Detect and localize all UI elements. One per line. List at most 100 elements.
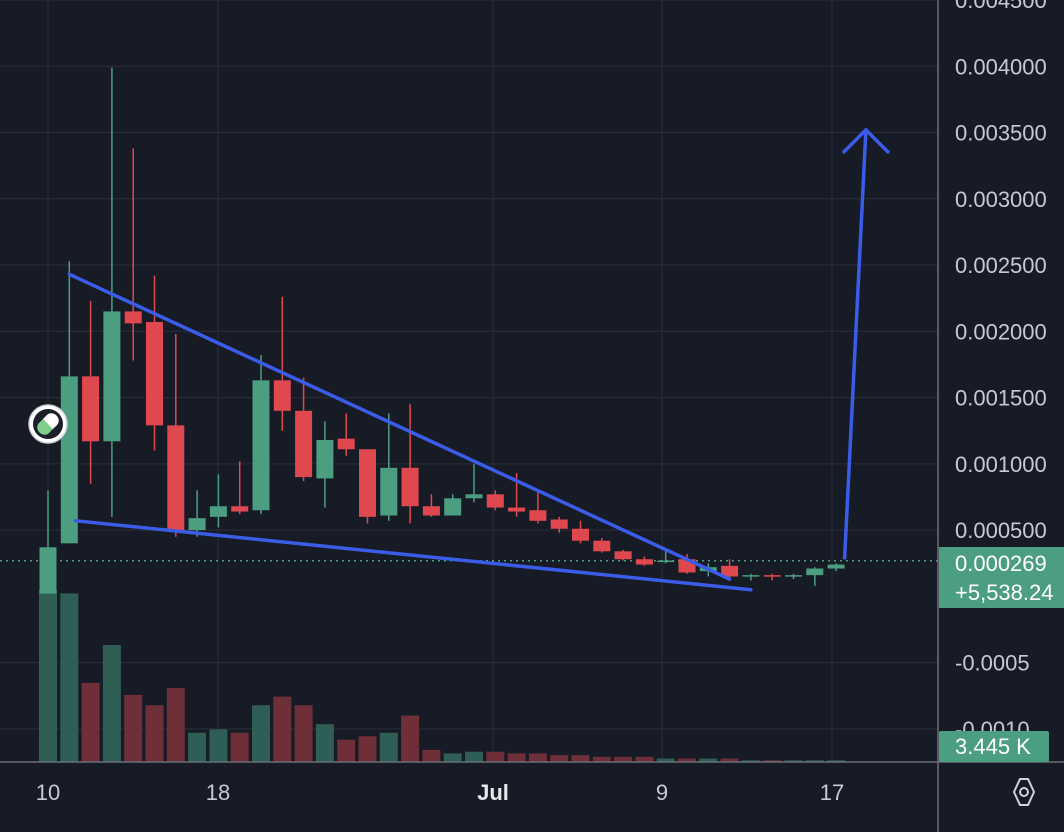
candle: [422, 494, 440, 517]
volume-bar: [486, 751, 505, 762]
upper-trendline: [67, 272, 732, 581]
candle: [146, 275, 163, 451]
volume-bar: [379, 732, 398, 762]
y-tick-label: 0.002500: [955, 253, 1047, 278]
candle-body: [380, 467, 398, 516]
last-price-badge: [939, 547, 1064, 608]
candle-body: [82, 376, 100, 442]
x-tick-label: Jul: [477, 780, 509, 805]
volume-bar: [102, 645, 121, 762]
volume-bar: [337, 739, 356, 762]
y-tick-label: 0.003000: [955, 187, 1047, 212]
candle: [39, 490, 57, 594]
candle: [486, 490, 504, 511]
volume-bar: [635, 756, 654, 762]
volume-bar: [741, 760, 760, 762]
volume-bar: [81, 682, 100, 762]
candle: [444, 494, 462, 516]
candle-body: [742, 575, 760, 577]
candle: [167, 333, 185, 537]
trendlines: [67, 128, 890, 592]
last-price-label: 0.000269: [955, 551, 1047, 576]
candle-body: [614, 551, 632, 560]
candle: [593, 538, 611, 553]
volume-bar: [827, 760, 846, 762]
candle-body: [657, 560, 675, 563]
candle: [635, 556, 653, 566]
candle-body: [486, 494, 504, 508]
y-tick-label: 0.001500: [955, 386, 1047, 411]
y-tick-label: 0.000500: [955, 518, 1047, 543]
candle-body: [146, 322, 163, 426]
volume-bar: [60, 593, 79, 762]
candle: [785, 573, 802, 580]
candle: [550, 516, 568, 533]
candle-body: [721, 565, 739, 577]
x-tick-label: 17: [820, 780, 844, 805]
lower-trendline: [73, 519, 753, 592]
candle: [529, 490, 547, 524]
candle: [401, 404, 419, 524]
volume-bar: [720, 758, 739, 762]
volume-label: 3.445 K: [955, 734, 1031, 759]
candle: [252, 355, 270, 515]
volume-bar: [230, 732, 249, 762]
gear-hexagon-icon: [1012, 778, 1036, 806]
candle-body: [444, 498, 462, 516]
candle: [231, 461, 249, 515]
y-tick-label: 0.004500: [955, 0, 1047, 13]
candle-body: [763, 575, 781, 577]
volume-bars: [39, 590, 846, 762]
candle: [721, 559, 739, 578]
volume-bar: [273, 696, 292, 762]
candle-body: [209, 506, 227, 517]
volume-bar: [507, 753, 526, 762]
change-label: +5,538.24: [955, 580, 1053, 605]
candle: [316, 421, 334, 508]
candle-body: [103, 311, 121, 442]
candle-body: [806, 568, 824, 576]
x-tick-label: 10: [36, 780, 60, 805]
candle-body: [593, 540, 611, 552]
volume-bar: [571, 755, 590, 762]
candle: [273, 296, 291, 431]
y-tick-label: -0.0005: [955, 651, 1030, 676]
candle-body: [316, 439, 334, 479]
candle-body: [359, 449, 376, 517]
y-tick-label: 0.004000: [955, 54, 1047, 79]
volume-badge: [939, 731, 1049, 762]
candle-body: [337, 438, 355, 450]
candle-body: [422, 506, 440, 516]
candle-body: [39, 547, 57, 594]
settings-button[interactable]: [1012, 778, 1036, 806]
candle: [380, 413, 398, 521]
candle-body: [529, 510, 547, 521]
candle: [359, 449, 376, 524]
volume-bar: [145, 705, 164, 762]
price-axis[interactable]: 0.004500 0.004000 0.003500 0.003000 0.002500…: [937, 0, 1047, 832]
volume-bar: [528, 753, 547, 762]
candle: [614, 549, 632, 561]
candle: [763, 573, 781, 581]
candle: [188, 490, 206, 537]
pill-icon[interactable]: [28, 404, 68, 444]
candle: [827, 563, 845, 572]
time-axis[interactable]: 10 18 Jul 9 17: [0, 761, 1064, 805]
y-tick-label: 0.003500: [955, 121, 1047, 146]
candle-body: [167, 425, 185, 531]
projection-trendline: [842, 128, 868, 560]
candle: [572, 520, 589, 544]
volume-bar: [252, 705, 270, 762]
volume-bar: [805, 760, 824, 762]
volume-bar: [422, 749, 441, 762]
candle-body: [508, 507, 526, 512]
candle: [209, 474, 227, 528]
x-tick-label: 9: [656, 780, 668, 805]
candle: [337, 413, 355, 456]
volume-bar: [39, 590, 57, 762]
candle-body: [465, 494, 483, 499]
arrow-head: [842, 128, 890, 154]
volume-bar: [592, 756, 611, 762]
volume-bar: [699, 758, 718, 762]
